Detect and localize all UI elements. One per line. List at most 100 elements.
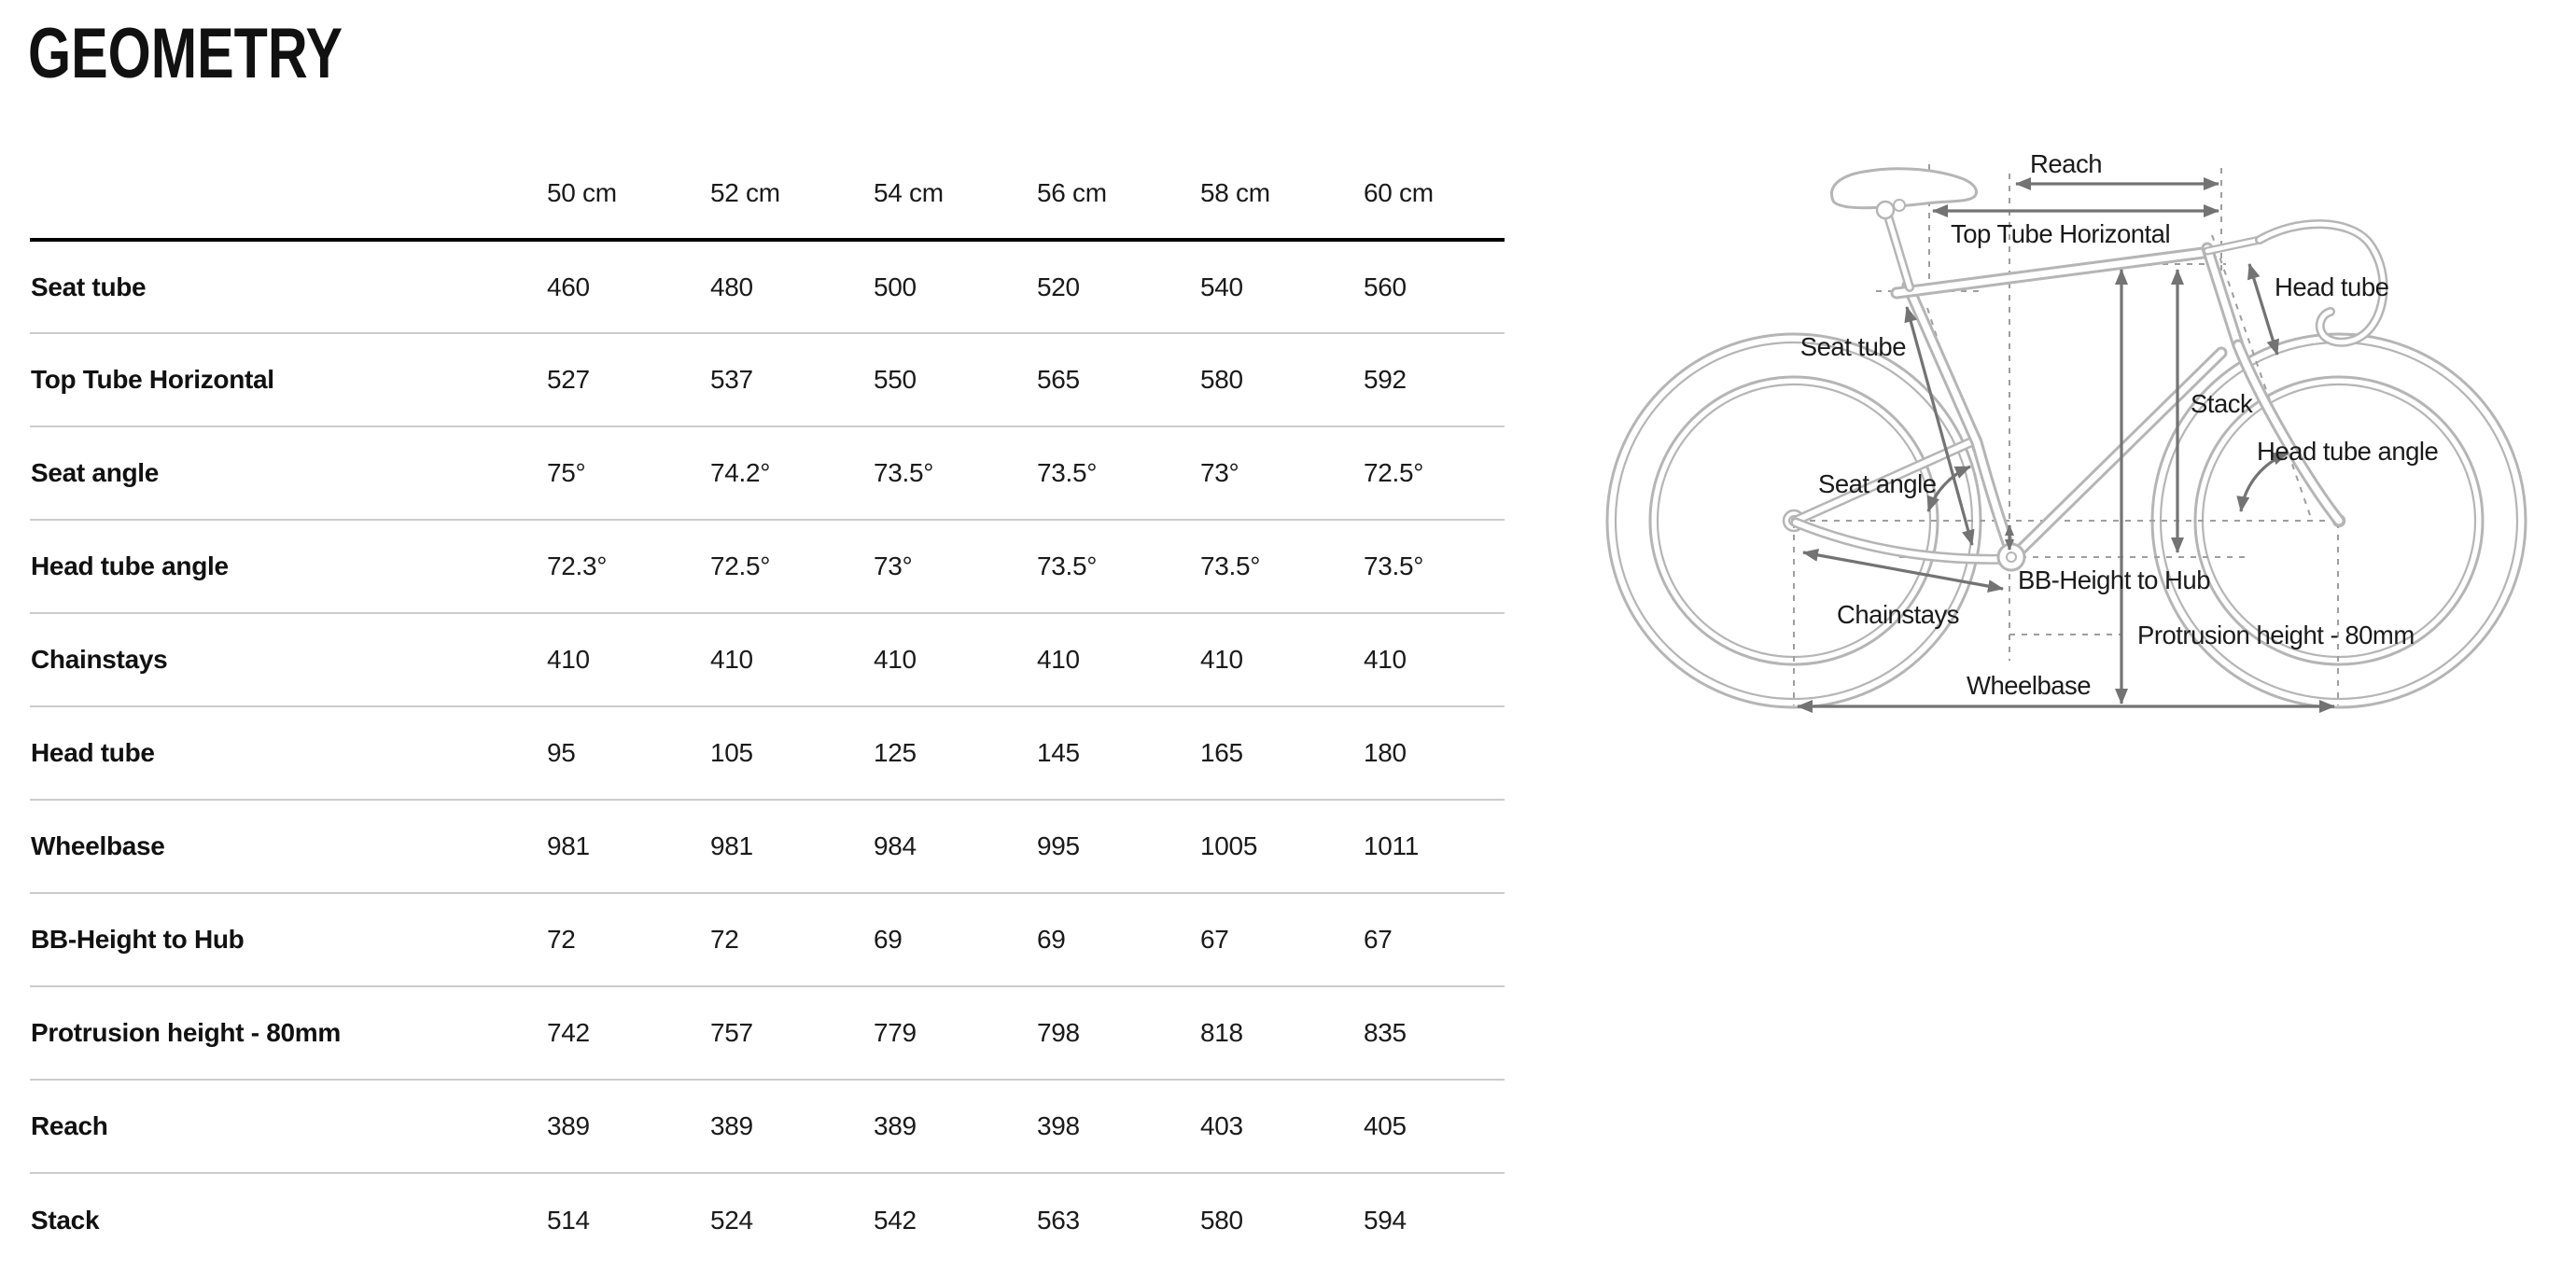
geometry-value: 73° — [874, 551, 913, 580]
geometry-value: 995 — [1037, 831, 1080, 860]
bike-geometry-diagram: Reach Top Tube Horizontal Head tube Seat… — [1605, 131, 2576, 765]
geometry-value: 389 — [547, 1111, 590, 1140]
table-row: Wheelbase 981 981 984 995 1005 1011 — [30, 800, 1505, 893]
geometry-value: 742 — [547, 1018, 590, 1047]
table-row: Chainstays 410 410 410 410 410 410 — [30, 613, 1505, 706]
geometry-value: 981 — [547, 831, 590, 860]
row-label: Head tube — [31, 738, 155, 767]
geometry-value: 410 — [1037, 645, 1080, 674]
geometry-table: 50 cm 52 cm 54 cm 56 cm 58 cm 60 cm Seat tube… — [30, 147, 1505, 1266]
geometry-value: 981 — [710, 831, 753, 860]
geometry-value: 73.5° — [1200, 551, 1261, 580]
table-row: Head tube angle 72.3° 72.5° 73° 73.5° 73.5° 73… — [30, 520, 1505, 613]
geometry-value: 580 — [1200, 365, 1243, 394]
geometry-value: 524 — [710, 1205, 753, 1235]
geometry-value: 480 — [710, 272, 753, 301]
size-header: 54 cm — [874, 177, 944, 207]
geometry-value: 1011 — [1364, 831, 1420, 860]
geometry-value: 72 — [547, 925, 576, 954]
diagram-label-protrusion: Protrusion height - 80mm — [2137, 621, 2415, 649]
diagram-label-head-tube-angle: Head tube angle — [2257, 437, 2439, 466]
geometry-value: 550 — [874, 365, 917, 394]
geometry-value: 75° — [547, 458, 586, 487]
diagram-label-bb-height: BB-Height to Hub — [2018, 565, 2210, 594]
saddle — [1830, 167, 1978, 210]
size-header-row: 50 cm 52 cm 54 cm 56 cm 58 cm 60 cm — [30, 147, 1505, 240]
geometry-value: 410 — [547, 645, 590, 674]
seat-angle-arc — [1926, 465, 1971, 512]
geometry-value: 779 — [874, 1018, 917, 1047]
geometry-value: 757 — [710, 1018, 753, 1047]
table-row: Reach 389 389 389 398 403 405 — [30, 1080, 1505, 1173]
geometry-value: 410 — [710, 645, 753, 674]
geometry-value: 74.2° — [710, 458, 771, 487]
geometry-value: 389 — [874, 1111, 917, 1140]
table-row: Top Tube Horizontal 527 537 550 565 580 592 — [30, 333, 1505, 426]
geometry-value: 69 — [874, 925, 903, 954]
row-label: Stack — [31, 1205, 100, 1235]
geometry-value: 560 — [1364, 272, 1407, 301]
row-label: BB-Height to Hub — [31, 925, 245, 954]
geometry-value: 165 — [1200, 738, 1243, 767]
geometry-value: 592 — [1364, 365, 1407, 394]
size-header: 56 cm — [1037, 177, 1107, 207]
geometry-value: 410 — [1200, 645, 1243, 674]
geometry-value: 410 — [1364, 645, 1407, 674]
table-row: Stack 514 524 542 563 580 594 — [30, 1173, 1505, 1266]
diagram-labels: Reach Top Tube Horizontal Head tube Seat… — [1800, 149, 2439, 700]
geometry-value: 72 — [710, 925, 739, 954]
geometry-value: 398 — [1037, 1111, 1080, 1140]
diagram-label-stack: Stack — [2191, 389, 2253, 418]
saddle-clamp — [1875, 200, 1896, 220]
size-header: 50 cm — [547, 177, 617, 207]
geometry-value: 73.5° — [1364, 551, 1424, 580]
geometry-value: 527 — [547, 365, 590, 394]
row-label: Protrusion height - 80mm — [31, 1018, 341, 1047]
geometry-value: 500 — [874, 272, 917, 301]
geometry-value: 72.5° — [710, 551, 771, 580]
table-row: Head tube 95 105 125 145 165 180 — [30, 706, 1505, 800]
geometry-value: 67 — [1364, 925, 1393, 954]
row-label: Chainstays — [31, 645, 168, 674]
geometry-value: 73.5° — [1037, 551, 1098, 580]
geometry-value: 798 — [1037, 1018, 1080, 1047]
geometry-value: 818 — [1200, 1018, 1243, 1047]
table-row: Seat tube 460 480 500 520 540 560 — [30, 240, 1505, 333]
size-header: 60 cm — [1364, 177, 1434, 207]
diagram-label-reach: Reach — [2030, 149, 2102, 178]
head-tube-angle-arc — [2236, 452, 2289, 512]
corner-cell — [30, 147, 544, 240]
diagram-label-top-tube: Top Tube Horizontal — [1951, 219, 2170, 248]
size-header: 52 cm — [710, 177, 780, 207]
head-tube-arrow — [2247, 263, 2279, 356]
geometry-value: 125 — [874, 738, 917, 767]
geometry-value: 69 — [1037, 925, 1066, 954]
page-title: GEOMETRY — [28, 14, 343, 93]
diagram-label-wheelbase: Wheelbase — [1967, 671, 2091, 700]
geometry-value: 580 — [1200, 1205, 1243, 1235]
size-header: 58 cm — [1200, 177, 1270, 207]
table-row: Seat angle 75° 74.2° 73.5° 73.5° 73° 72.5° — [30, 426, 1505, 520]
geometry-value: 460 — [547, 272, 590, 301]
geometry-value: 105 — [710, 738, 753, 767]
row-label: Seat tube — [31, 272, 147, 301]
geometry-table-body: Seat tube 460 480 500 520 540 560 Top Tube Hori… — [30, 240, 1505, 1266]
row-label: Seat angle — [31, 458, 160, 487]
row-label: Wheelbase — [31, 831, 165, 860]
geometry-value: 67 — [1200, 925, 1229, 954]
geometry-value: 835 — [1364, 1018, 1407, 1047]
geometry-value: 72.5° — [1364, 458, 1424, 487]
table-row: BB-Height to Hub 72 72 69 69 67 67 — [30, 893, 1505, 986]
diagram-label-seat-angle: Seat angle — [1818, 469, 1937, 498]
geometry-value: 984 — [874, 831, 917, 860]
row-label: Top Tube Horizontal — [31, 365, 274, 394]
geometry-value: 73.5° — [1037, 458, 1098, 487]
geometry-value: 72.3° — [547, 551, 608, 580]
row-label: Reach — [31, 1111, 108, 1140]
row-label: Head tube angle — [31, 551, 229, 580]
geometry-value: 565 — [1037, 365, 1080, 394]
geometry-value: 73.5° — [874, 458, 934, 487]
diagram-label-chainstays: Chainstays — [1837, 600, 1959, 629]
dimension-arrows — [1797, 177, 2335, 713]
chainstays-arrow — [1802, 548, 2004, 593]
